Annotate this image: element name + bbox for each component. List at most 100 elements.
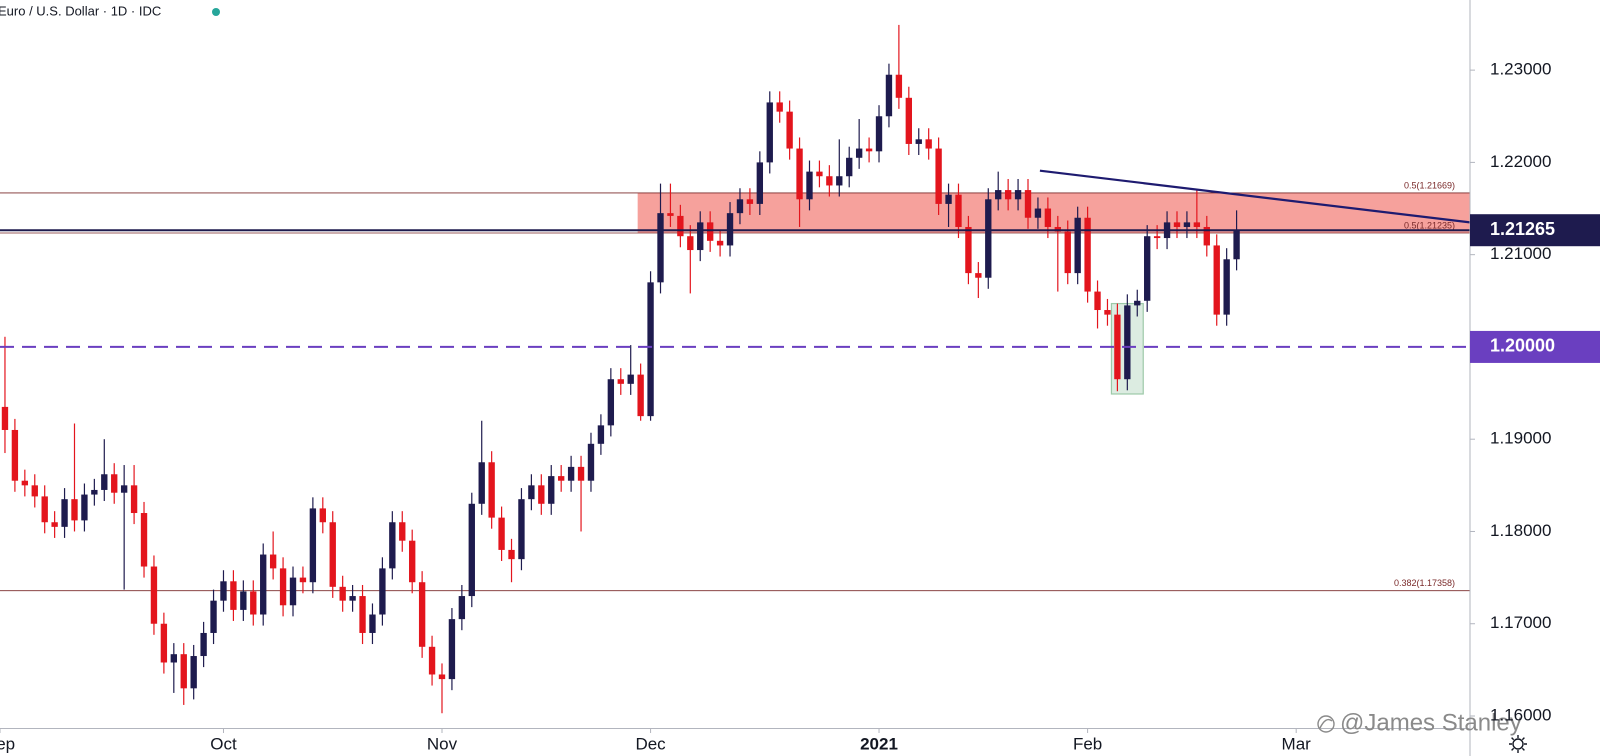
plot-area: 0.5(1.21669) 0.5(1.21235) 0.382(1.17358) bbox=[0, 24, 1471, 714]
x-tick-label: Nov bbox=[427, 734, 458, 753]
candle-body bbox=[607, 379, 615, 426]
candle-body bbox=[359, 596, 366, 633]
y-tick-label: 1.19000 bbox=[1490, 429, 1551, 448]
candle-body bbox=[111, 474, 118, 493]
candle-body bbox=[399, 522, 406, 541]
candle-body bbox=[130, 485, 138, 514]
candle-body bbox=[31, 485, 38, 497]
level-tag bbox=[1470, 330, 1600, 363]
candle-body bbox=[846, 157, 853, 177]
candle-body bbox=[240, 591, 247, 610]
candle-body bbox=[71, 499, 78, 521]
last-price-tag-label: 1.21265 bbox=[1490, 219, 1555, 239]
candle-body bbox=[786, 111, 793, 149]
candle-body bbox=[567, 466, 575, 481]
candle-body bbox=[1144, 236, 1151, 301]
x-tick-label: Mar bbox=[1282, 734, 1312, 753]
candle-body bbox=[1223, 259, 1230, 315]
candle-body bbox=[915, 139, 922, 144]
candle-body bbox=[1034, 208, 1042, 218]
candle-body bbox=[269, 554, 277, 569]
candle-body bbox=[776, 102, 783, 112]
candle-body bbox=[41, 496, 48, 523]
candle-body bbox=[657, 213, 664, 283]
candle-body bbox=[1074, 217, 1081, 274]
candle-body bbox=[826, 176, 833, 186]
candle-body bbox=[220, 581, 227, 601]
candle-body bbox=[1104, 310, 1111, 315]
candle-body bbox=[796, 148, 803, 200]
y-tick-label: 1.18000 bbox=[1490, 521, 1551, 540]
candle-body bbox=[706, 222, 714, 241]
candle-body bbox=[488, 462, 495, 518]
candle-body bbox=[91, 489, 98, 495]
candle-body bbox=[389, 522, 396, 569]
watermark-icon bbox=[1317, 715, 1335, 733]
x-tick-label: Dec bbox=[635, 734, 666, 753]
candle-body bbox=[349, 596, 356, 601]
y-tick-label: 1.16000 bbox=[1490, 705, 1551, 724]
candle-body bbox=[498, 517, 505, 550]
candle-body bbox=[319, 508, 326, 523]
candle-body bbox=[1183, 222, 1191, 227]
candle-body bbox=[230, 581, 237, 610]
candle-body bbox=[1004, 190, 1012, 200]
candle-body bbox=[418, 582, 426, 647]
candle-body bbox=[1193, 222, 1201, 227]
fib-label: 0.5(1.21669) bbox=[1404, 180, 1455, 190]
candle-body bbox=[875, 116, 883, 152]
fib-label: 0.5(1.21235) bbox=[1404, 220, 1455, 230]
candle-body bbox=[1114, 314, 1121, 380]
candle-body bbox=[667, 213, 674, 216]
trendline bbox=[1039, 169, 1471, 224]
candle-body bbox=[1014, 190, 1022, 200]
candle-body bbox=[120, 485, 128, 493]
candle-body bbox=[1064, 231, 1071, 274]
candle-body bbox=[945, 194, 952, 204]
candle-body bbox=[518, 499, 525, 560]
candle-body bbox=[101, 474, 108, 490]
candle-body bbox=[61, 499, 68, 527]
candle-body bbox=[766, 102, 773, 163]
candle-body bbox=[577, 466, 585, 481]
candle-body bbox=[339, 586, 346, 601]
level-tag-label: 1.20000 bbox=[1490, 336, 1555, 356]
candle-body bbox=[677, 215, 684, 237]
candle-body bbox=[587, 443, 595, 481]
candle-body bbox=[180, 654, 187, 689]
candle-body bbox=[508, 549, 515, 560]
candle-body bbox=[438, 674, 446, 680]
candle-body bbox=[1024, 190, 1032, 218]
candle-body bbox=[885, 74, 893, 117]
candle-body bbox=[687, 236, 694, 251]
candle-body bbox=[925, 139, 932, 149]
candle-body bbox=[716, 240, 724, 246]
candle-body bbox=[279, 568, 287, 606]
candle-body bbox=[11, 429, 19, 481]
candle-body bbox=[478, 462, 485, 504]
candle-body bbox=[260, 554, 267, 615]
candle-body bbox=[1094, 291, 1101, 311]
settings-icon[interactable] bbox=[1509, 735, 1527, 753]
candle-body bbox=[170, 654, 177, 663]
candle-body bbox=[1213, 245, 1220, 315]
candle-body bbox=[617, 379, 624, 384]
watermark: @James Stanley bbox=[1340, 709, 1522, 736]
candle-body bbox=[995, 190, 1002, 200]
candle-body bbox=[627, 374, 634, 384]
x-tick-label: Sep bbox=[0, 734, 15, 753]
candle-body bbox=[190, 656, 197, 689]
candle-body bbox=[965, 226, 972, 274]
candle-body bbox=[816, 171, 823, 177]
candle-body bbox=[289, 577, 297, 606]
y-tick-label: 1.23000 bbox=[1490, 60, 1551, 79]
candle-body bbox=[468, 503, 475, 597]
candle-body bbox=[81, 494, 88, 521]
candle-body bbox=[597, 425, 605, 444]
candle-body bbox=[647, 282, 654, 417]
candle-body bbox=[1044, 208, 1052, 227]
candle-body bbox=[558, 476, 565, 481]
candle-body bbox=[538, 485, 545, 504]
status-dot bbox=[212, 8, 220, 16]
candle-body bbox=[458, 596, 466, 620]
